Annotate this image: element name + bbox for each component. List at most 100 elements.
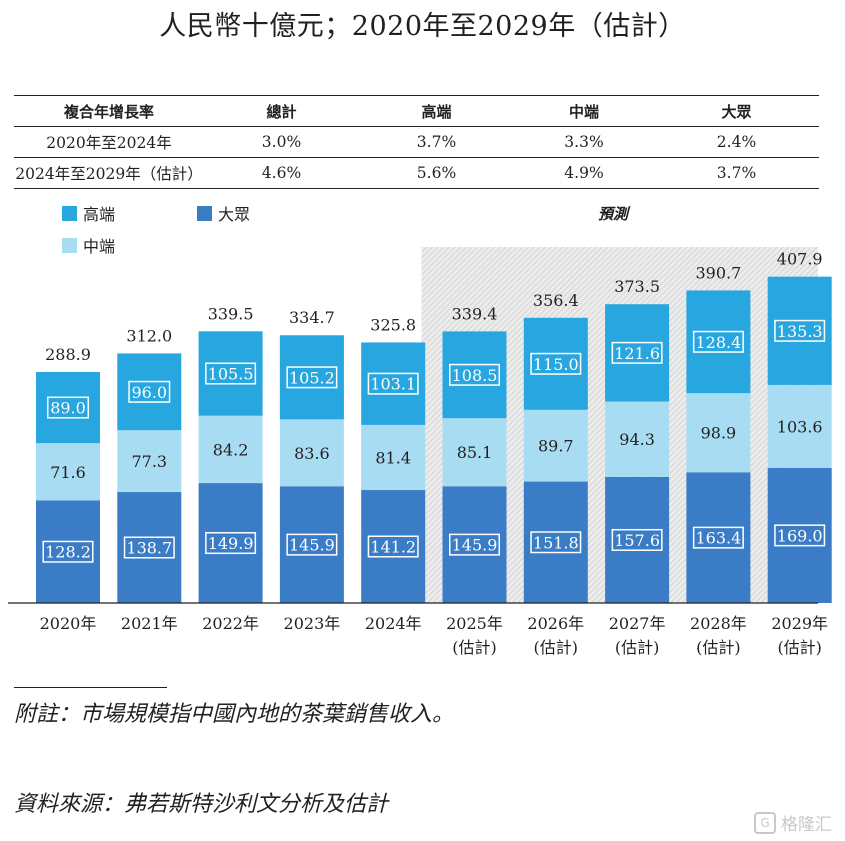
value-label-inner	[694, 332, 743, 352]
cagr-cell: 3.7%	[416, 133, 457, 151]
value-label-mid: 85.1	[457, 443, 493, 462]
total-label: 339.4	[452, 304, 498, 323]
cagr-header-mid: 中端	[568, 102, 599, 121]
cagr-cell: 3.3%	[564, 133, 604, 151]
bar-segment-mid	[523, 409, 588, 482]
bar-segment-mid	[198, 415, 263, 484]
value-label-mid: 89.7	[538, 437, 574, 456]
cagr-cell: 2020年至2024年	[46, 134, 172, 152]
value-label-high: 105.2	[289, 368, 335, 387]
legend-swatch-mass	[197, 205, 212, 221]
value-label-inner	[369, 537, 418, 557]
legend-label-mass: 大眾	[218, 205, 251, 224]
bar-segment-mid	[361, 424, 426, 491]
value-label-mass: 145.9	[289, 536, 335, 555]
total-label: 325.8	[370, 315, 416, 334]
value-label-high: 89.0	[50, 399, 86, 418]
bar-segment-mid	[686, 393, 751, 473]
value-label-mass: 128.2	[45, 543, 91, 562]
value-label-inner	[531, 354, 580, 374]
x-tick-label: 2026年	[527, 614, 584, 633]
value-label-mass: 138.7	[126, 539, 172, 558]
value-label-mid: 77.3	[131, 452, 167, 471]
value-label-inner	[450, 365, 499, 385]
watermark-text: 格隆汇	[781, 815, 832, 835]
total-label: 356.4	[533, 291, 579, 310]
bar-segment-mid	[767, 384, 832, 468]
value-label-high: 105.5	[208, 365, 254, 384]
total-label: 312.0	[126, 326, 172, 345]
forecast-label: 預測	[598, 205, 629, 223]
value-label-mid: 71.6	[50, 463, 86, 482]
cagr-cell: 3.7%	[716, 164, 757, 182]
value-label-high: 135.3	[777, 322, 823, 341]
value-label-inner	[694, 528, 743, 548]
legend-mass: 大眾	[197, 201, 250, 225]
bar-segment-mid	[279, 419, 344, 487]
value-label-high: 128.4	[695, 333, 741, 352]
footnote: 附註：市場規模指中國內地的茶葉銷售收入。	[14, 702, 455, 727]
cagr-cell: 4.9%	[564, 164, 604, 182]
cagr-cell: 2.4%	[716, 133, 757, 151]
value-label-high: 103.1	[370, 375, 416, 394]
value-label-inner	[206, 533, 255, 553]
value-label-inner	[287, 367, 336, 387]
cagr-row: 2024年至2029年（估計） 4.6% 5.6% 4.9% 3.7%	[14, 158, 819, 189]
cagr-header-label: 複合年增長率	[63, 102, 154, 121]
cagr-header-total: 總計	[266, 102, 297, 121]
bar-segment-mid	[605, 401, 670, 477]
total-label: 334.7	[289, 308, 335, 327]
footnote-divider	[14, 687, 167, 688]
value-label-mass: 149.9	[208, 534, 254, 553]
x-tick-label: 2021年	[121, 614, 178, 633]
x-tick-label: 2020年	[40, 614, 97, 633]
value-label-mass: 163.4	[695, 529, 741, 548]
legend-label-high: 高端	[83, 205, 116, 224]
value-label-mid: 103.6	[777, 417, 823, 436]
source-note: 資料來源：弗若斯特沙利文分析及估計	[14, 792, 389, 817]
x-tick-label: 2024年	[365, 614, 422, 633]
cagr-cell: 2024年至2029年（估計）	[15, 165, 203, 183]
bar-segment-mid	[442, 418, 507, 487]
x-tick-sublabel: (估計)	[615, 638, 660, 657]
value-label-inner	[775, 525, 824, 545]
legend-label-mid: 中端	[83, 237, 116, 256]
x-tick-label: 2027年	[609, 614, 666, 633]
bar-segment-mid	[36, 443, 100, 501]
value-label-inner	[531, 532, 580, 552]
value-label-inner	[369, 374, 418, 394]
cagr-cell: 4.6%	[261, 164, 302, 182]
chart-title: 人民幣十億元；2020年至2029年（估計）	[159, 11, 686, 42]
value-label-inner	[450, 535, 499, 555]
value-label-mass: 151.8	[533, 533, 579, 552]
value-label-inner	[129, 382, 169, 402]
value-label-inner	[287, 535, 336, 555]
value-label-mid: 94.3	[619, 430, 655, 449]
value-label-high: 108.5	[452, 366, 498, 385]
value-label-mass: 145.9	[452, 536, 498, 555]
value-label-mass: 169.0	[777, 526, 823, 545]
x-tick-label: 2028年	[690, 614, 747, 633]
x-tick-sublabel: (估計)	[452, 638, 497, 657]
watermark: G 格隆汇	[754, 810, 832, 835]
bar-segment-mid	[117, 430, 182, 493]
total-label: 407.9	[777, 250, 823, 269]
value-label-mid: 83.6	[294, 444, 330, 463]
value-label-mass: 141.2	[370, 538, 416, 557]
value-label-inner	[125, 538, 174, 558]
x-tick-label: 2025年	[446, 614, 503, 633]
x-tick-label: 2023年	[284, 614, 341, 633]
cagr-header-high: 高端	[421, 102, 452, 121]
legend-mid: 中端	[62, 233, 115, 257]
cagr-header-row: 複合年增長率 總計 高端 中端 大眾	[14, 95, 819, 127]
total-label: 339.5	[208, 304, 254, 323]
value-label-inner	[44, 542, 92, 562]
x-tick-label: 2022年	[202, 614, 259, 633]
legend-high: 高端	[62, 201, 115, 225]
value-label-inner	[613, 343, 662, 363]
cagr-cell: 3.0%	[261, 133, 302, 151]
value-label-inner	[48, 398, 88, 418]
value-label-inner	[775, 321, 824, 341]
value-label-mass: 157.6	[614, 531, 660, 550]
